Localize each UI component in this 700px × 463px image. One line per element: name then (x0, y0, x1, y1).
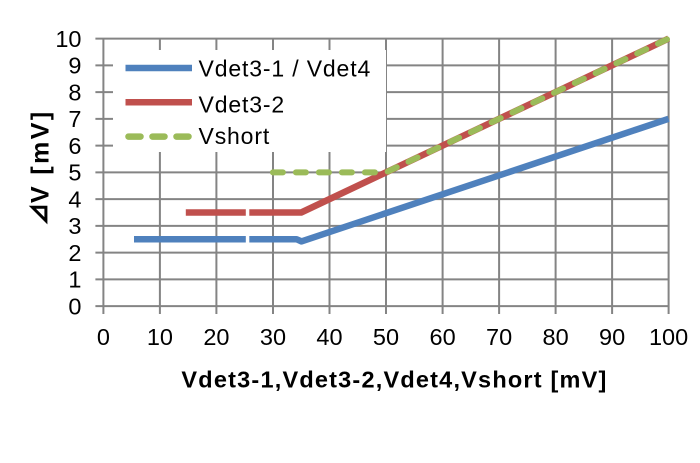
svg-text:100: 100 (649, 324, 688, 350)
svg-text:4: 4 (68, 186, 81, 212)
svg-text:40: 40 (316, 324, 342, 350)
svg-text:30: 30 (260, 324, 286, 350)
svg-text:10: 10 (147, 324, 173, 350)
svg-text:2: 2 (68, 240, 81, 266)
svg-text:50: 50 (373, 324, 399, 350)
svg-text:Vdet3-1 / Vdet4: Vdet3-1 / Vdet4 (199, 56, 372, 82)
svg-text:Vdet3-1,Vdet3-2,Vdet4,Vshort [: Vdet3-1,Vdet3-2,Vdet4,Vshort [mV] (181, 367, 607, 393)
svg-text:60: 60 (430, 324, 456, 350)
svg-text:80: 80 (543, 324, 569, 350)
svg-text:70: 70 (486, 324, 512, 350)
svg-text:10: 10 (55, 26, 81, 52)
svg-text:8: 8 (68, 79, 81, 105)
svg-text:3: 3 (68, 213, 81, 239)
svg-text:20: 20 (203, 324, 229, 350)
svg-text:0: 0 (68, 293, 81, 319)
svg-text:Vdet3-2: Vdet3-2 (199, 91, 286, 117)
svg-text:7: 7 (68, 106, 81, 132)
svg-text:5: 5 (68, 160, 81, 186)
svg-text:0: 0 (97, 324, 110, 350)
svg-text:6: 6 (68, 133, 81, 159)
svg-text:90: 90 (599, 324, 625, 350)
svg-text:Vshort: Vshort (199, 123, 271, 149)
svg-text:V [mV]: V [mV] (27, 109, 55, 203)
svg-text:9: 9 (68, 53, 81, 79)
svg-text:1: 1 (68, 267, 81, 293)
